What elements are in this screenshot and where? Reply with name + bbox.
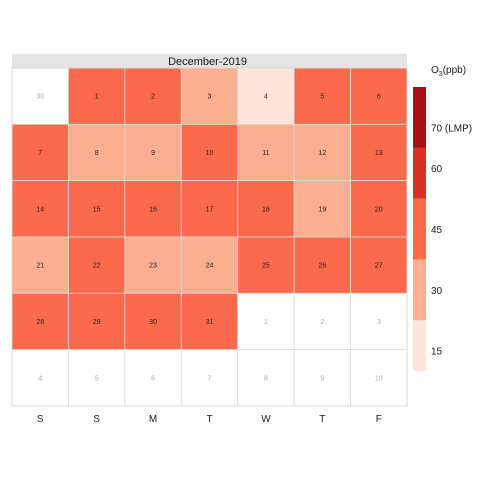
legend-colorbar xyxy=(413,87,426,371)
day-cell xyxy=(350,349,408,407)
day-cell xyxy=(350,292,408,351)
day-cell xyxy=(293,349,351,407)
day-cell xyxy=(293,292,351,351)
day-number-label: 5 xyxy=(95,375,99,382)
legend-color-bin xyxy=(413,259,426,321)
day-number-label: 22 xyxy=(93,263,101,270)
legend-tick-label: 60 xyxy=(431,164,443,175)
day-cell xyxy=(68,349,126,407)
day-cell xyxy=(350,123,408,182)
day-number-label: 1 xyxy=(264,319,268,326)
day-cell xyxy=(11,292,69,351)
day-number-label: 13 xyxy=(375,150,383,157)
day-number-label: 11 xyxy=(262,150,269,157)
day-number-label: 3 xyxy=(208,94,212,101)
day-number-label: 25 xyxy=(262,263,270,270)
day-number-label: 26 xyxy=(318,263,326,270)
day-number-label: 7 xyxy=(38,150,42,157)
legend-color-bin xyxy=(413,198,426,260)
day-cell xyxy=(180,292,239,351)
legend-tick-label: 15 xyxy=(431,347,443,358)
day-cell xyxy=(350,236,408,294)
day-number-label: 8 xyxy=(264,375,268,382)
day-cell xyxy=(180,349,239,407)
legend-color-bin xyxy=(413,320,426,371)
weekday-label: M xyxy=(149,414,157,425)
grid-border xyxy=(11,67,408,407)
day-number-label: 23 xyxy=(149,263,157,270)
day-cell xyxy=(293,236,351,294)
day-cell xyxy=(237,123,295,182)
legend-title: O3(ppb) xyxy=(431,65,466,78)
day-number-label: 30 xyxy=(36,94,44,101)
day-number-label: 31 xyxy=(206,319,214,326)
day-number-label: 2 xyxy=(151,94,155,101)
day-cell xyxy=(180,123,239,182)
day-number-label: 15 xyxy=(93,206,101,213)
day-number-label: 10 xyxy=(375,375,383,382)
day-number-label: 21 xyxy=(36,263,44,270)
day-number-label: 7 xyxy=(208,375,212,382)
day-number-label: 30 xyxy=(149,319,157,326)
day-cell xyxy=(180,236,239,294)
day-number-label: 4 xyxy=(264,94,268,101)
day-number-label: 1 xyxy=(95,94,99,101)
day-number-label: 9 xyxy=(320,375,324,382)
day-cell xyxy=(124,349,182,407)
day-number-label: 16 xyxy=(149,206,157,213)
day-number-label: 12 xyxy=(318,150,326,157)
day-number-label: 3 xyxy=(377,319,381,326)
day-cell xyxy=(237,180,295,238)
day-number-label: 17 xyxy=(206,206,214,213)
legend-color-bin xyxy=(413,147,426,199)
weekday-label: T xyxy=(206,414,212,425)
day-number-label: 14 xyxy=(36,206,44,213)
day-cell xyxy=(68,123,126,182)
legend-tick-label: 70 (LMP) xyxy=(431,124,472,135)
day-number-label: 28 xyxy=(36,319,44,326)
day-cell xyxy=(293,67,351,125)
weekday-label: S xyxy=(37,414,44,425)
day-cell xyxy=(11,123,69,182)
day-number-label: 18 xyxy=(262,206,270,213)
day-number-label: 8 xyxy=(95,150,99,157)
day-number-label: 6 xyxy=(377,94,381,101)
day-number-label: 24 xyxy=(206,263,214,270)
day-cell xyxy=(11,180,69,238)
legend-ticks: 15 30 45 60 70 (LMP) xyxy=(431,124,472,358)
legend-tick-label: 30 xyxy=(431,286,443,297)
legend: O3(ppb) 15 30 45 60 70 (LMP) xyxy=(413,65,472,371)
legend-color-bin xyxy=(413,87,426,148)
weekday-label: F xyxy=(376,414,382,425)
weekday-label: W xyxy=(261,414,271,425)
day-number-label: 19 xyxy=(318,206,326,213)
day-number-label: 4 xyxy=(38,375,42,382)
day-cell xyxy=(124,236,182,294)
legend-tick-label: 45 xyxy=(431,225,443,236)
day-cell xyxy=(350,67,408,125)
day-number-label: 9 xyxy=(151,150,155,157)
day-cell xyxy=(124,292,182,351)
day-number-label: 10 xyxy=(206,150,214,157)
chart-title: December-2019 xyxy=(168,56,247,68)
day-number-label: 27 xyxy=(375,263,383,270)
panel-header xyxy=(12,54,407,68)
day-cell xyxy=(293,123,351,182)
day-number-label: 29 xyxy=(93,319,101,326)
day-number-label: 6 xyxy=(151,375,155,382)
day-cell xyxy=(237,292,295,351)
weekday-label: T xyxy=(319,414,325,425)
day-number-label: 20 xyxy=(375,206,383,213)
day-cell xyxy=(180,180,239,238)
day-number-label: 2 xyxy=(320,319,324,326)
day-cell xyxy=(11,236,69,294)
day-number-label: 5 xyxy=(320,94,324,101)
weekday-label: S xyxy=(93,414,100,425)
